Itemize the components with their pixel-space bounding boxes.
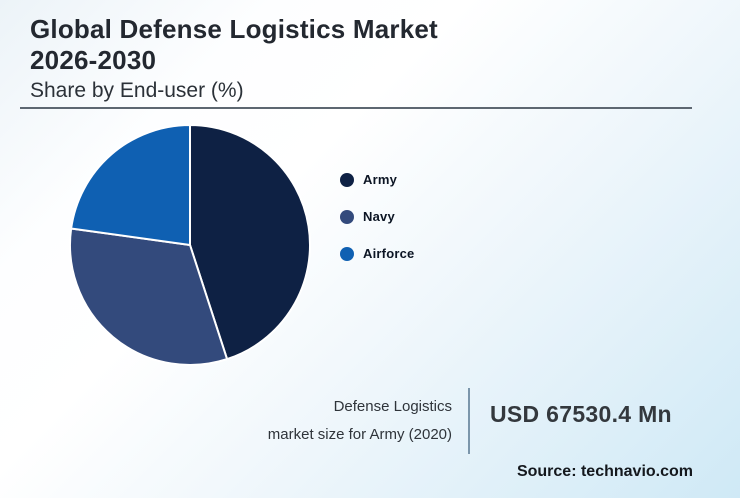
legend-swatch-army bbox=[340, 172, 354, 187]
legend-label-airforce: Airforce bbox=[363, 246, 415, 261]
stat-label-line-2: market size for Army (2020) bbox=[267, 426, 452, 443]
stat-label-line-1: Defense Logistics bbox=[333, 398, 452, 415]
page-title: Global Defense Logistics Market 2026-2030 bbox=[30, 14, 438, 76]
legend-label-navy: Navy bbox=[363, 209, 395, 224]
pie-slice-airforce bbox=[70, 124, 191, 246]
legend-swatch-navy bbox=[340, 209, 354, 224]
legend-item-airforce: Airforce bbox=[340, 246, 414, 261]
legend-swatch-airforce bbox=[340, 246, 354, 261]
pie-chart-svg bbox=[69, 124, 312, 366]
legend-label-army: Army bbox=[363, 172, 398, 187]
stat-divider-line bbox=[468, 388, 470, 454]
chart-subtitle: Share by End-user (%) bbox=[30, 79, 244, 102]
pie-slice-navy bbox=[69, 227, 229, 366]
pie-slice-army bbox=[189, 124, 312, 361]
header-divider-line bbox=[20, 107, 692, 109]
title-line-1: Global Defense Logistics Market bbox=[30, 14, 438, 44]
stat-label: Defense Logistics market size for Army (… bbox=[268, 393, 452, 449]
legend-item-navy: Navy bbox=[340, 209, 414, 224]
stat-value: USD 67530.4 Mn bbox=[490, 401, 672, 427]
source-attribution: Source: technavio.com bbox=[516, 463, 693, 480]
title-line-2: 2026-2030 bbox=[30, 45, 157, 75]
legend: Army Navy Airforce bbox=[340, 172, 414, 283]
header: Global Defense Logistics Market 2026-2030… bbox=[30, 14, 438, 103]
legend-item-army: Army bbox=[340, 172, 414, 187]
pie-chart bbox=[60, 115, 320, 375]
